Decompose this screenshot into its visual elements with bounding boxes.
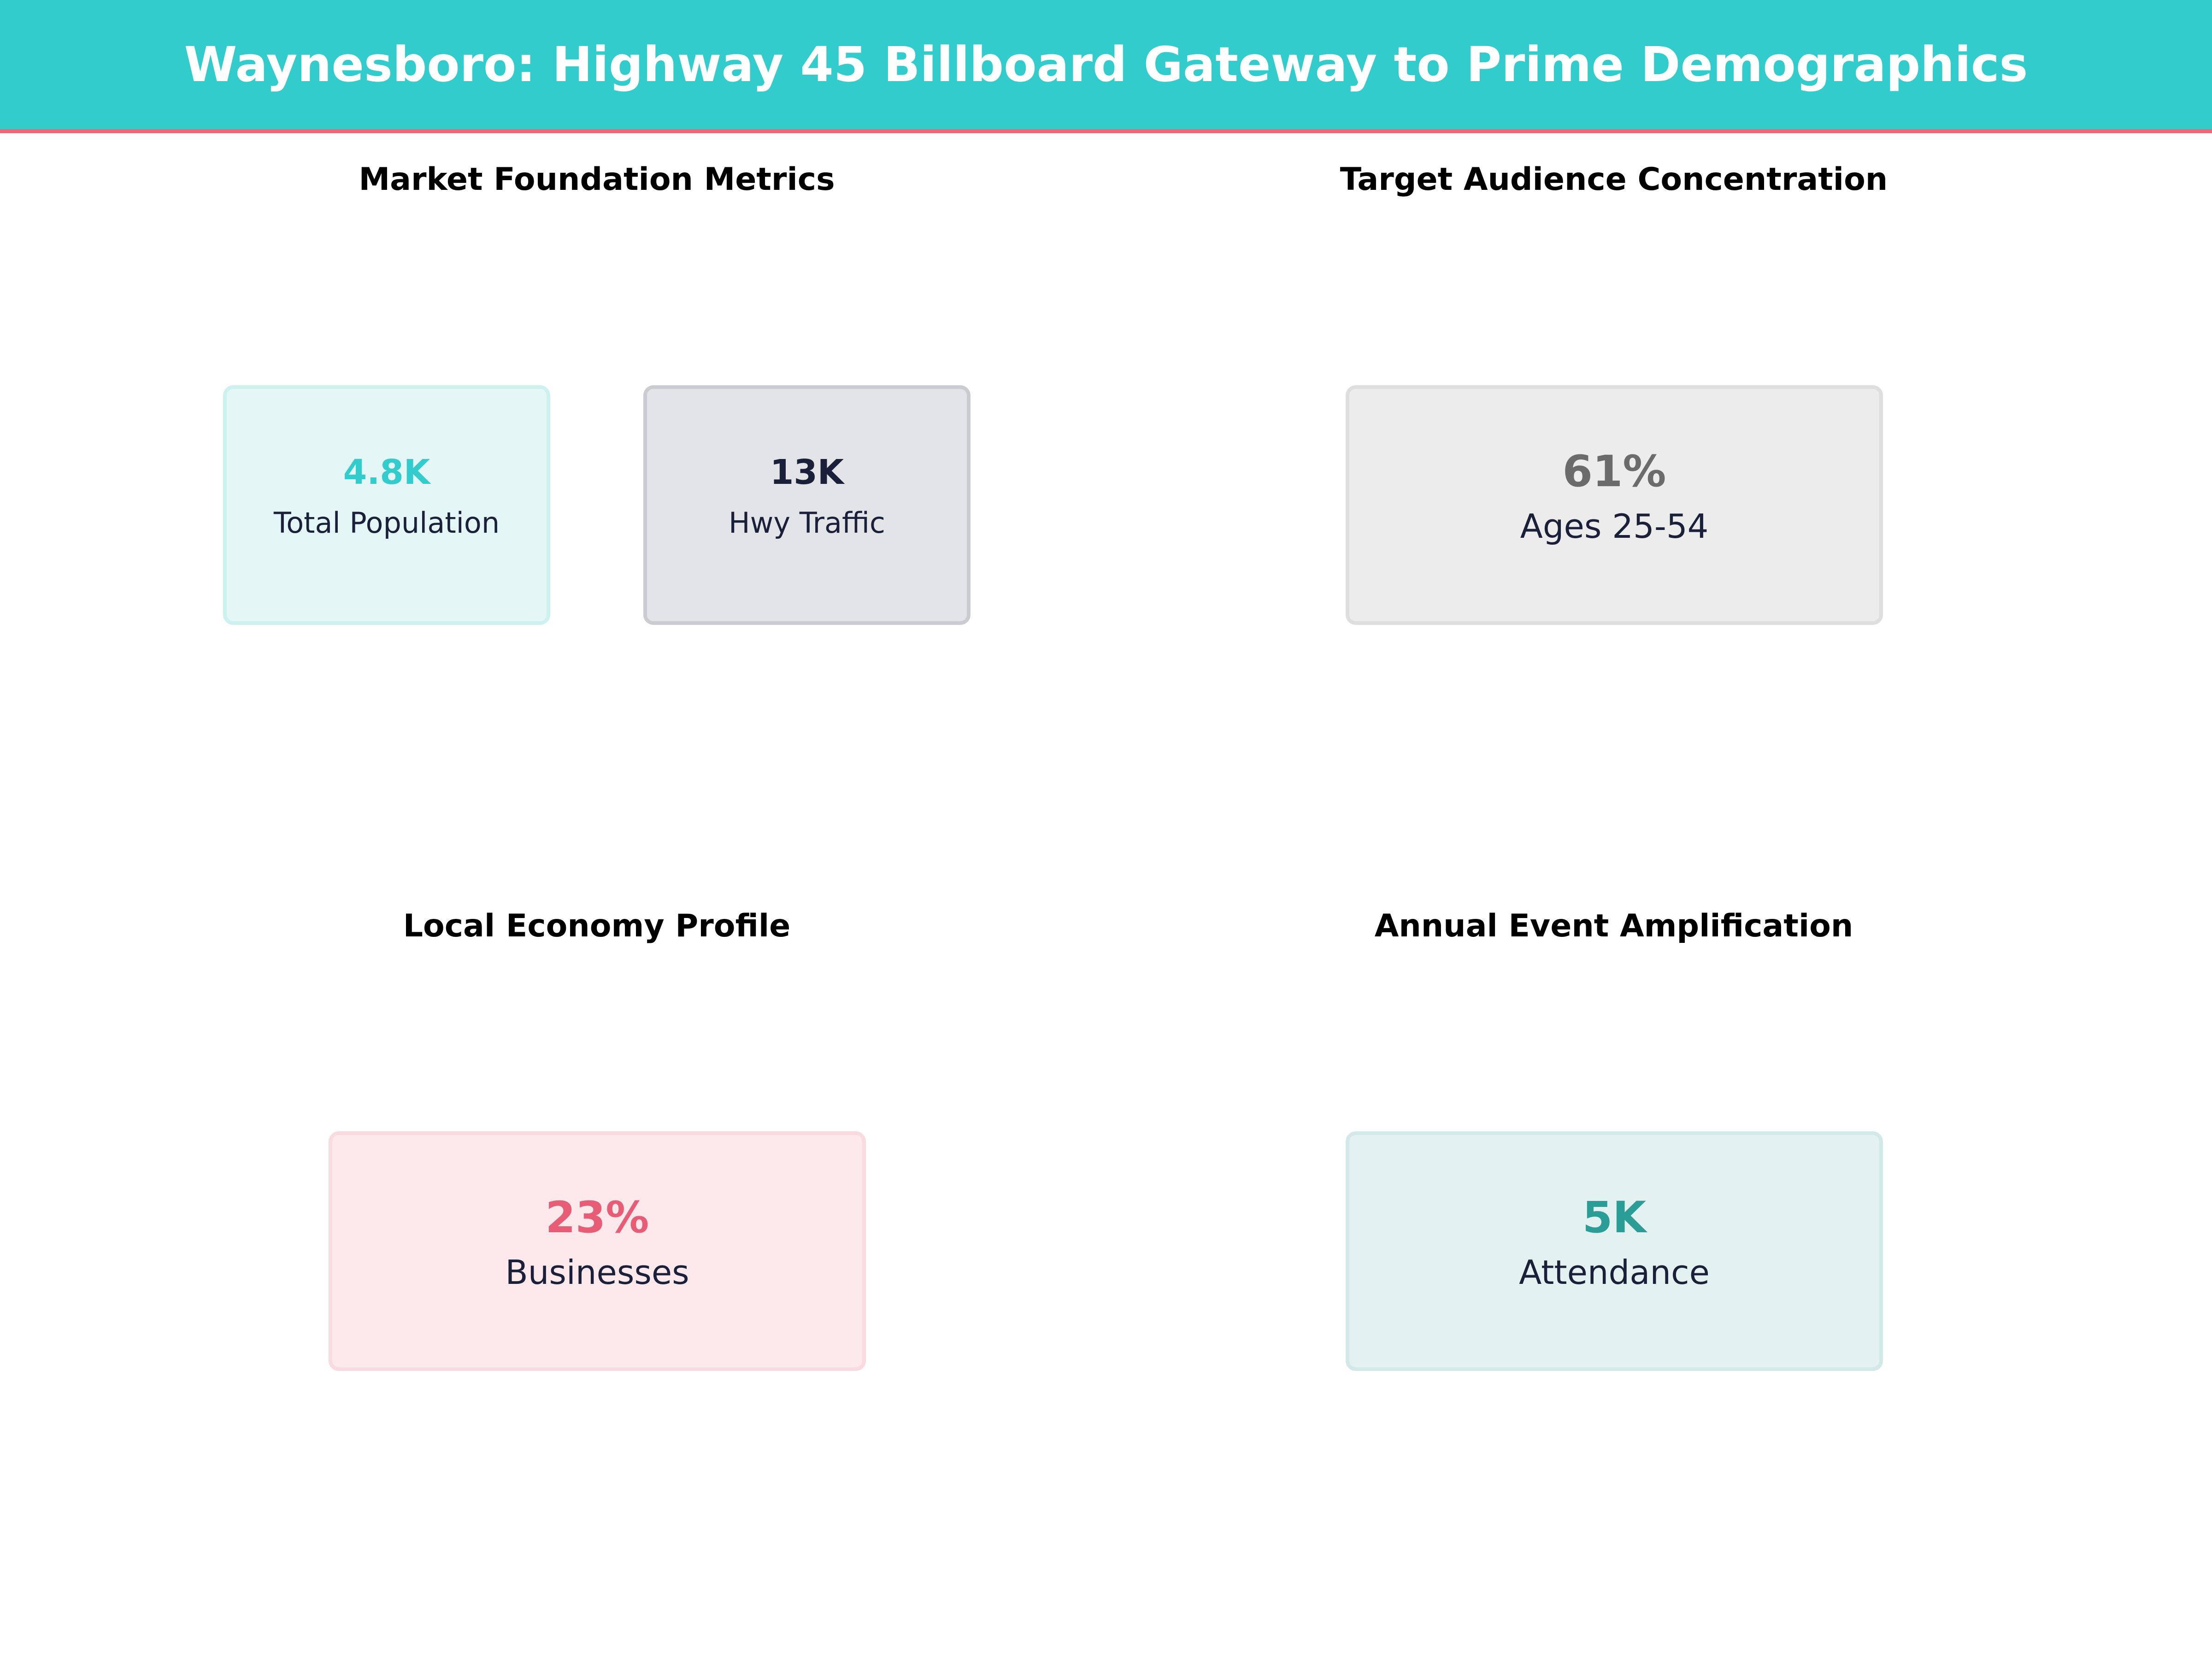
metric-card-attendance: 5K Attendance <box>1346 1131 1883 1371</box>
header-banner: Waynesboro: Highway 45 Billboard Gateway… <box>0 0 2212 133</box>
metric-value: 61% <box>1562 446 1666 497</box>
metric-card-businesses: 23% Businesses <box>329 1131 866 1371</box>
metric-card-hwy-traffic: 13K Hwy Traffic <box>643 385 971 625</box>
section-title-target-audience: Target Audience Concentration <box>1340 161 1888 198</box>
metric-card-total-population: 4.8K Total Population <box>223 385 550 625</box>
metric-value: 13K <box>770 452 844 492</box>
metric-label: Ages 25-54 <box>1520 506 1709 546</box>
metric-value: 5K <box>1582 1192 1647 1243</box>
section-title-local-economy: Local Economy Profile <box>403 908 791 944</box>
metric-value: 4.8K <box>343 452 430 492</box>
metric-label: Total Population <box>273 506 500 540</box>
metric-label: Hwy Traffic <box>728 506 885 540</box>
metric-label: Attendance <box>1519 1253 1710 1292</box>
section-title-market-foundation: Market Foundation Metrics <box>359 161 835 198</box>
metric-card-ages-25-54: 61% Ages 25-54 <box>1346 385 1883 625</box>
metric-value: 23% <box>545 1192 649 1243</box>
section-title-annual-event: Annual Event Amplification <box>1374 908 1853 944</box>
metric-label: Businesses <box>505 1253 689 1292</box>
page-title: Waynesboro: Highway 45 Billboard Gateway… <box>184 36 2028 93</box>
